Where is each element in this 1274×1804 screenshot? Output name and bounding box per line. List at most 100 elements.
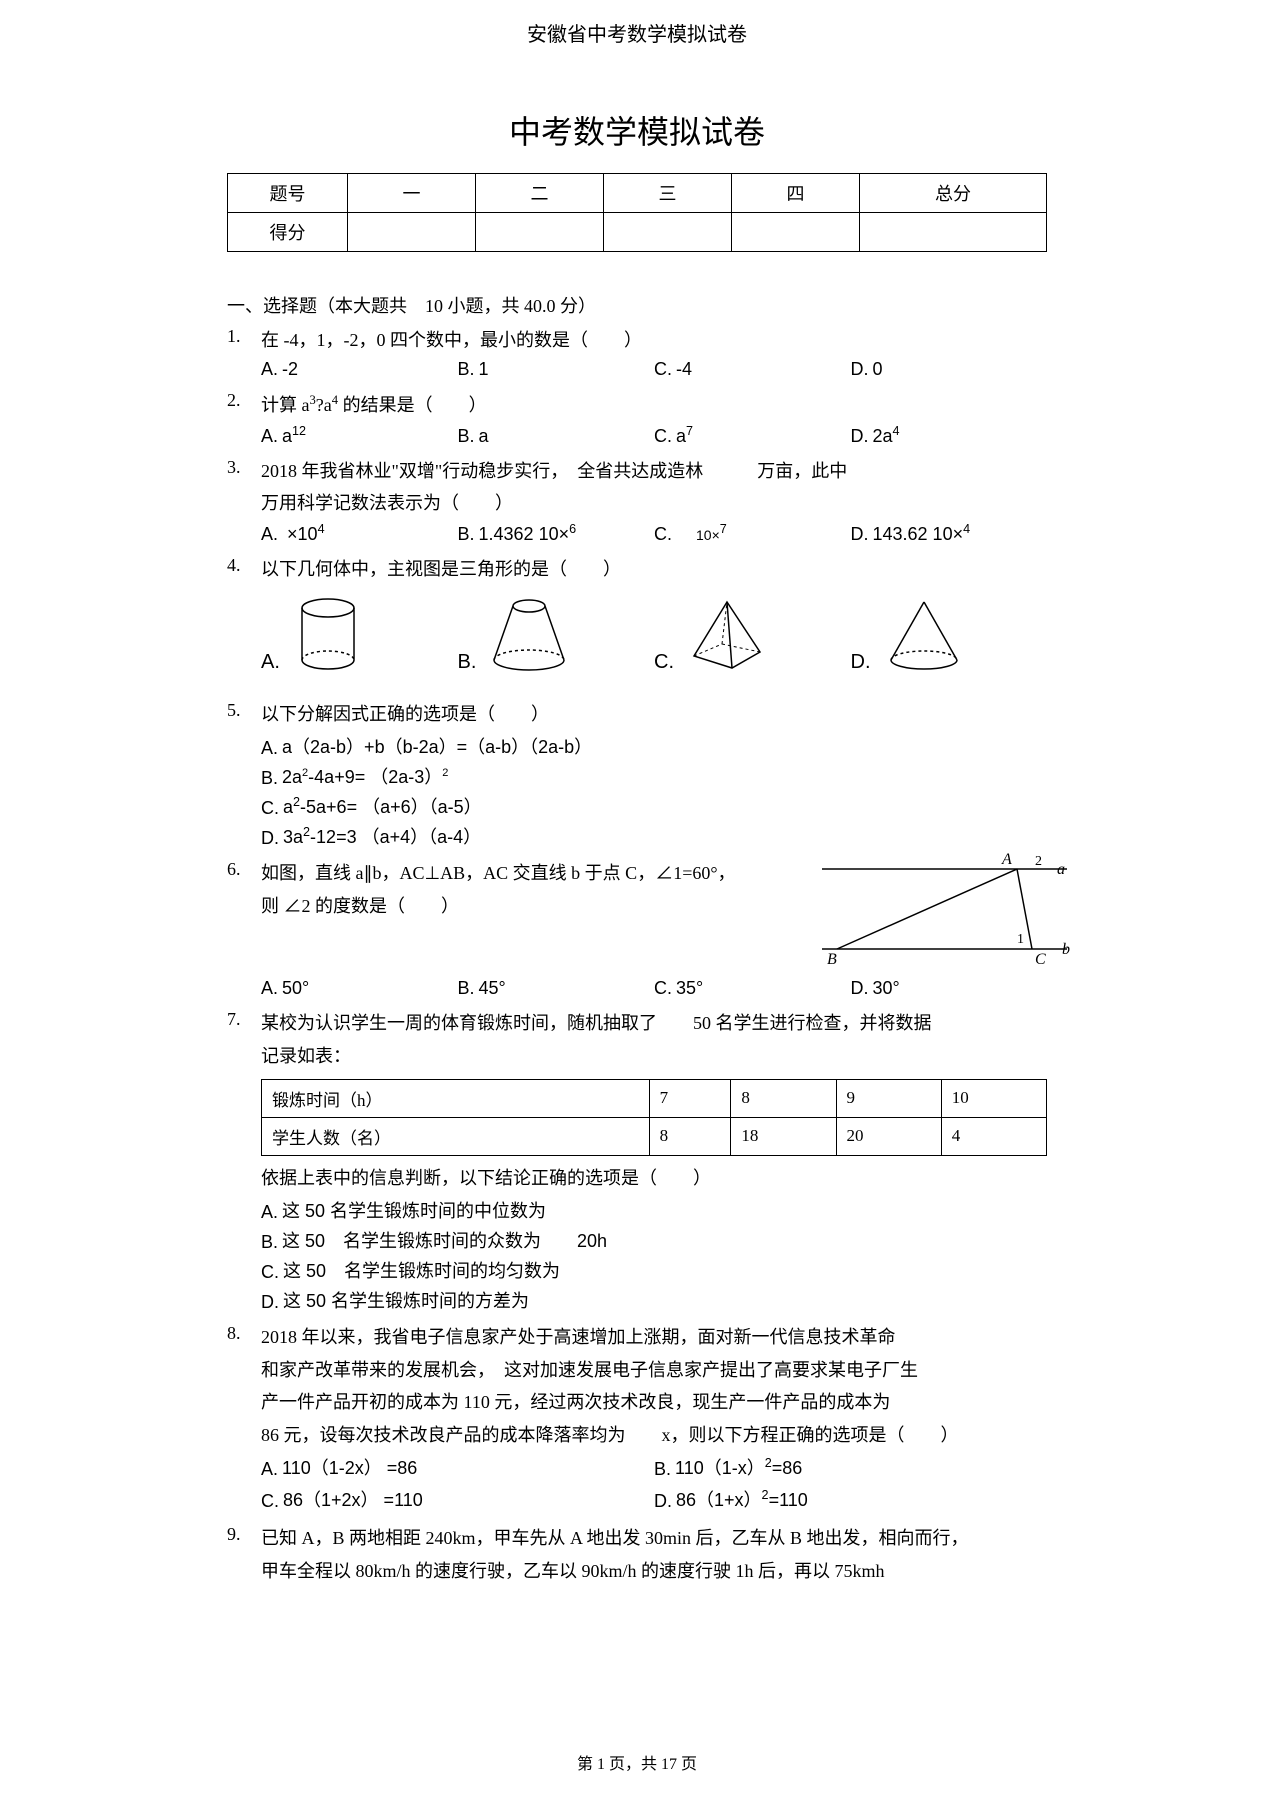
question-3: 3. 2018 年我省林业"双增"行动稳步实行， 全省共达成造林 万亩，此中 万… <box>227 457 1047 550</box>
cell: 9 <box>836 1079 941 1117</box>
question-7: 7. 某校为认识学生一周的体育锻炼时间，随机抽取了 50 名学生进行检查，并将数… <box>227 1009 1047 1316</box>
cell-row-label: 得分 <box>228 213 348 252</box>
cell: 四 <box>731 174 859 213</box>
option-a: A.a（2a-b）+b（b-2a）=（a-b）（2a-b） <box>261 733 1047 759</box>
cell: 8 <box>731 1079 836 1117</box>
question-number: 9. <box>227 1524 261 1590</box>
table-row: 得分 <box>228 213 1047 252</box>
option-a: A.a12 <box>261 424 458 447</box>
option-b: B.1 <box>458 359 655 380</box>
table-row: 题号 一 二 三 四 总分 <box>228 174 1047 213</box>
main-title: 中考数学模拟试卷 <box>227 107 1047 153</box>
question-number: 2. <box>227 390 261 451</box>
option-c: C.这 50 名学生锻炼时间的均匀数为 <box>261 1257 1047 1283</box>
option-d: D.这 50 名学生锻炼时间的方差为 <box>261 1287 1047 1313</box>
question-text: 产一件产品开初的成本为 110 元，经过两次技术改良，现生产一件产品的成本为 <box>261 1388 1047 1417</box>
cone-icon <box>879 594 969 674</box>
cell-empty <box>348 213 476 252</box>
question-5: 5. 以下分解因式正确的选项是（ ） A.a（2a-b）+b（b-2a）=（a-… <box>227 700 1047 853</box>
question-text: 记录如表： <box>261 1042 1047 1071</box>
option-a: A. ×104 <box>261 522 458 545</box>
question-number: 6. <box>227 859 261 1004</box>
cell: 18 <box>731 1117 836 1155</box>
section-heading: 一、选择题（本大题共 10 小题，共 40.0 分） <box>227 292 1047 318</box>
svg-text:A: A <box>1001 851 1012 868</box>
cell-empty <box>859 213 1046 252</box>
option-d: D.30° <box>851 978 1048 999</box>
question-number: 3. <box>227 457 261 550</box>
table-row: 锻炼时间（h） 7 8 9 10 <box>262 1079 1047 1117</box>
option-d: D.0 <box>851 359 1048 380</box>
svg-text:a: a <box>1057 861 1065 878</box>
svg-text:1: 1 <box>1017 932 1024 947</box>
cell: 三 <box>603 174 731 213</box>
option-c: C. <box>654 594 851 674</box>
cylinder-icon <box>288 594 368 674</box>
table-row: 学生人数（名） 8 18 20 4 <box>262 1117 1047 1155</box>
question-text: 在 -4，1，-2，0 四个数中，最小的数是（ ） <box>261 326 1047 355</box>
score-table: 题号 一 二 三 四 总分 得分 <box>227 173 1047 252</box>
svg-text:C: C <box>1035 951 1046 968</box>
cell: 一 <box>348 174 476 213</box>
prism-icon <box>682 594 772 674</box>
question-text: 以下分解因式正确的选项是（ ） <box>261 700 1047 729</box>
question-2: 2. 计算 a3?a4 的结果是（ ） A.a12 B.a C.a7 D.2a4 <box>227 390 1047 451</box>
option-c: C.86（1+2x） =110 <box>261 1486 654 1512</box>
question-number: 5. <box>227 700 261 853</box>
option-b: B.45° <box>458 978 655 999</box>
option-d: D. <box>851 594 1048 674</box>
option-a: A. <box>261 594 458 674</box>
question-text: 计算 a3?a4 的结果是（ ） <box>261 390 1047 420</box>
question-text: 甲车全程以 80km/h 的速度行驶，乙车以 90km/h 的速度行驶 1h 后… <box>261 1557 1047 1586</box>
option-a: A.-2 <box>261 359 458 380</box>
question-number: 4. <box>227 555 261 694</box>
question-8: 8. 2018 年以来，我省电子信息家产处于高速增加上涨期，面对新一代信息技术革… <box>227 1323 1047 1518</box>
option-b: B.这 50 名学生锻炼时间的众数为 20h <box>261 1227 1047 1253</box>
option-c: C.35° <box>654 978 851 999</box>
option-a: A.这 50 名学生锻炼时间的中位数为 <box>261 1197 1047 1223</box>
svg-text:2: 2 <box>1035 854 1042 869</box>
question-text: 某校为认识学生一周的体育锻炼时间，随机抽取了 50 名学生进行检查，并将数据 <box>261 1009 1047 1038</box>
content-area: 中考数学模拟试卷 题号 一 二 三 四 总分 得分 一、选择题（本大题共 10 … <box>227 47 1047 1590</box>
cell-empty <box>475 213 603 252</box>
question-text: 和家产改革带来的发展机会， 这对加速发展电子信息家产提出了高要求某电子厂生 <box>261 1356 1047 1385</box>
option-d: D.3a2-12=3 （a+4）（a-4） <box>261 823 1047 849</box>
cell-empty <box>731 213 859 252</box>
question-text: 86 元，设每次技术改良产品的成本降落率均为 x，则以下方程正确的选项是（ ） <box>261 1421 1047 1450</box>
option-a: A.50° <box>261 978 458 999</box>
question-number: 8. <box>227 1323 261 1518</box>
cell: 8 <box>649 1117 731 1155</box>
cell: 总分 <box>859 174 1046 213</box>
question-text: 2018 年我省林业"双增"行动稳步实行， 全省共达成造林 万亩，此中 <box>261 457 1047 486</box>
frustum-icon <box>484 594 574 674</box>
option-d: D.2a4 <box>851 424 1048 447</box>
question-4: 4. 以下几何体中，主视图是三角形的是（ ） A. B. <box>227 555 1047 694</box>
question-number: 1. <box>227 326 261 384</box>
angle-diagram: A B C 1 2 a b <box>817 849 1077 969</box>
svg-text:b: b <box>1062 941 1070 958</box>
option-c: C.-4 <box>654 359 851 380</box>
question-9: 9. 已知 A，B 两地相距 240km，甲车先从 A 地出发 30min 后，… <box>227 1524 1047 1590</box>
page-footer: 第 1 页，共 17 页 <box>0 1750 1274 1774</box>
svg-text:B: B <box>827 951 837 968</box>
cell: 20 <box>836 1117 941 1155</box>
cell: 锻炼时间（h） <box>262 1079 650 1117</box>
option-a: A.110（1-2x） =86 <box>261 1454 654 1480</box>
question-number: 7. <box>227 1009 261 1316</box>
option-b: B. <box>458 594 655 674</box>
option-b: B.a <box>458 424 655 447</box>
question-text: 依据上表中的信息判断，以下结论正确的选项是（ ） <box>261 1164 1047 1193</box>
cell-empty <box>603 213 731 252</box>
option-c: C. 10×7 <box>654 522 851 545</box>
cell: 4 <box>941 1117 1046 1155</box>
cell: 学生人数（名） <box>262 1117 650 1155</box>
option-b: B.1.4362 10×6 <box>458 522 655 545</box>
option-c: C.a7 <box>654 424 851 447</box>
cell: 7 <box>649 1079 731 1117</box>
cell-row-label: 题号 <box>228 174 348 213</box>
question-text: 以下几何体中，主视图是三角形的是（ ） <box>261 555 1047 584</box>
option-d: D.143.62 10×4 <box>851 522 1048 545</box>
question-text: 已知 A，B 两地相距 240km，甲车先从 A 地出发 30min 后，乙车从… <box>261 1524 1047 1553</box>
question-1: 1. 在 -4，1，-2，0 四个数中，最小的数是（ ） A.-2 B.1 C.… <box>227 326 1047 384</box>
data-table: 锻炼时间（h） 7 8 9 10 学生人数（名） 8 18 20 4 <box>261 1079 1047 1156</box>
